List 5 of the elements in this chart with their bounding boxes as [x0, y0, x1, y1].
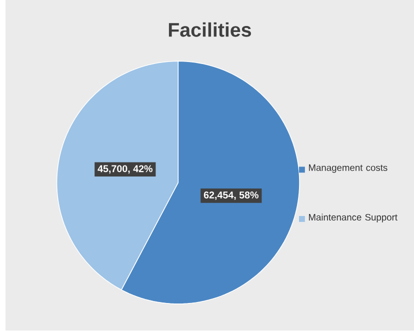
data-label: 62,454, 58% — [204, 192, 258, 200]
legend-label: Management costs — [308, 164, 388, 174]
legend-label: Maintenance Support — [308, 214, 398, 223]
data-label: 45,700, 42% — [98, 165, 152, 174]
chart-title: Facilities — [168, 22, 251, 38]
